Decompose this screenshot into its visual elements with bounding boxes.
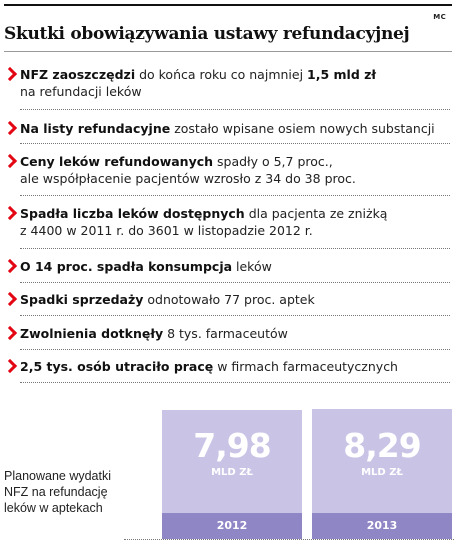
fact-text: Ceny leków refundowanych spadły o 5,7 pr… — [20, 153, 440, 187]
fact-text: Na listy refundacyjne zostało wpisane os… — [20, 120, 440, 137]
bar-year-label: 2012 — [162, 513, 302, 539]
dotted-divider — [20, 282, 450, 283]
bar-2013: 8,29 MLD ZŁ 2013 — [312, 409, 452, 539]
fact-bold: Na listy refundacyjne — [20, 121, 171, 136]
bar-year-label: 2013 — [312, 513, 452, 539]
fact-rest: zostało wpisane osiem nowych substancji — [170, 121, 435, 136]
fact-bold: NFZ zaoszczędzi — [20, 67, 136, 82]
fact-rest: 8 tys. farmaceutów — [163, 326, 288, 341]
chart-baseline — [124, 539, 454, 540]
chevron-right-icon — [2, 66, 18, 82]
chevron-right-icon — [2, 358, 18, 374]
credit-label: MC — [433, 13, 446, 21]
dotted-divider — [20, 248, 450, 249]
fact-text: O 14 proc. spadła konsumpcja leków — [20, 258, 440, 275]
fact-bold-2: 1,5 mld zł — [307, 67, 377, 82]
dotted-divider — [20, 315, 450, 316]
dotted-divider — [20, 109, 450, 110]
fact-text: Spadła liczba leków dostępnych dla pacje… — [20, 205, 440, 239]
dotted-divider — [20, 143, 450, 144]
fact-bold: Spadła liczba leków dostępnych — [20, 206, 245, 221]
chart-label: Planowane wydatki NFZ na refundację lekó… — [4, 469, 112, 515]
dotted-divider — [20, 195, 450, 196]
fact-rest: odnotowało 77 proc. aptek — [143, 292, 315, 307]
chevron-right-icon — [2, 120, 18, 136]
fact-bold: Zwolnienia dotknęły — [20, 326, 164, 341]
fact-rest: spadły o 5,7 proc., — [213, 154, 333, 169]
chevron-right-icon — [2, 325, 18, 341]
page-title: Skutki obowiązywania ustawy refundacyjne… — [4, 24, 410, 44]
fact-bold: Spadki sprzedaży — [20, 292, 144, 307]
bar-value-label: 8,29 — [343, 426, 421, 465]
chevron-right-icon — [2, 153, 18, 169]
fact-line2: na refundacji leków — [20, 84, 142, 99]
fact-rest: leków — [232, 259, 272, 274]
fact-text: NFZ zaoszczędzi do końca roku co najmnie… — [20, 66, 440, 100]
title-divider — [4, 51, 452, 52]
bar-2012: 7,98 MLD ZŁ 2012 — [162, 410, 302, 539]
top-rule — [4, 4, 452, 6]
chevron-right-icon — [2, 258, 18, 274]
dotted-divider — [20, 349, 450, 350]
bar-unit-label: MLD ZŁ — [361, 467, 403, 478]
bar-unit-label: MLD ZŁ — [211, 467, 253, 478]
fact-text: Zwolnienia dotknęły 8 tys. farmaceutów — [20, 325, 440, 342]
fact-line2: z 4400 w 2011 r. do 3601 w listopadzie 2… — [20, 223, 313, 238]
fact-rest: do końca roku co najmniej — [135, 67, 308, 82]
fact-bold: Ceny leków refundowanych — [20, 154, 214, 169]
fact-rest: w firmach farmaceutycznych — [213, 359, 398, 374]
fact-rest: dla pacjenta ze zniżką — [244, 206, 388, 221]
fact-bold: 2,5 tys. osób utraciło pracę — [20, 359, 214, 374]
dotted-divider — [20, 382, 450, 383]
fact-text: Spadki sprzedaży odnotowało 77 proc. apt… — [20, 291, 440, 308]
fact-line2: ale współpłacenie pacjentów wzrosło z 34… — [20, 171, 356, 186]
chevron-right-icon — [2, 291, 18, 307]
fact-text: 2,5 tys. osób utraciło pracę w firmach f… — [20, 358, 440, 375]
chevron-right-icon — [2, 205, 18, 221]
fact-bold: O 14 proc. spadła konsumpcja — [20, 259, 233, 274]
bar-value-label: 7,98 — [193, 426, 271, 465]
